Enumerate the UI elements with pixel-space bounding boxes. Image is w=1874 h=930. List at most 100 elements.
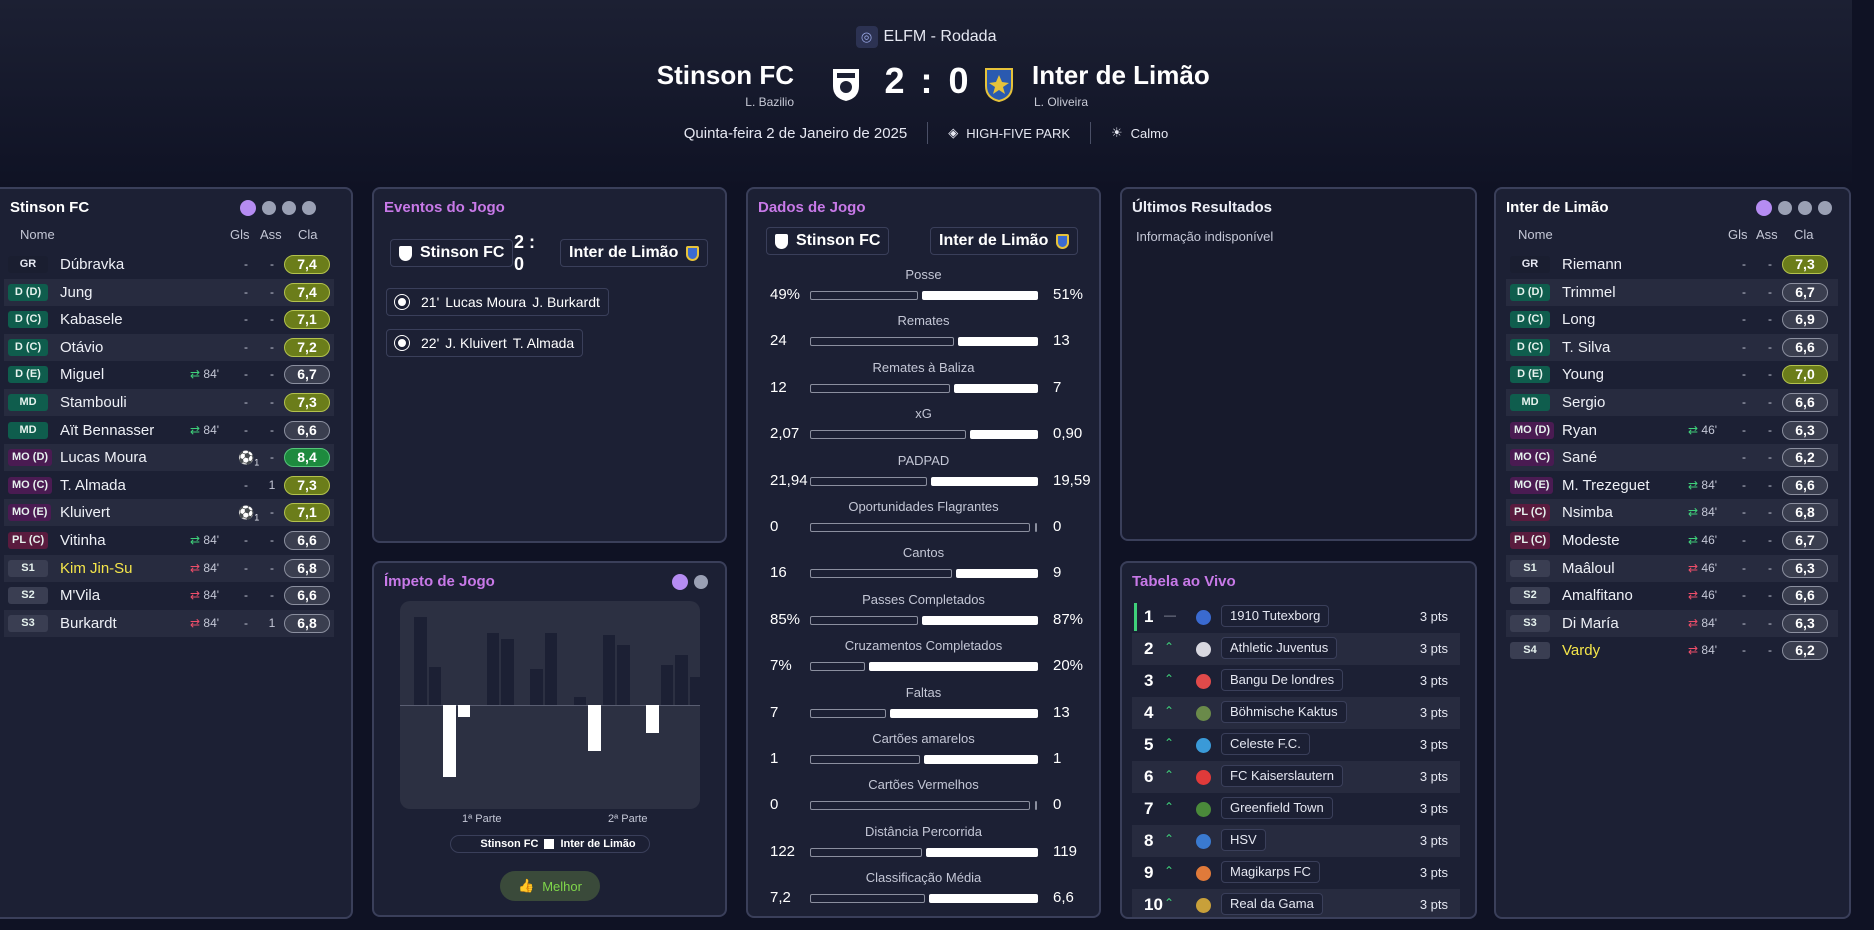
player-name[interactable]: Ryan xyxy=(1562,421,1598,439)
player-name[interactable]: Jung xyxy=(60,283,93,301)
col-header-assists[interactable]: Ass xyxy=(260,227,282,242)
player-name[interactable]: T. Silva xyxy=(1562,338,1611,356)
team-name[interactable]: Athletic Juventus xyxy=(1221,637,1338,659)
player-row[interactable]: MD Stambouli - -7,3 xyxy=(4,389,334,416)
player-row[interactable]: MO (C) Sané - -6,2 xyxy=(1506,444,1838,472)
stats-home-tag[interactable]: Stinson FC xyxy=(766,227,890,255)
player-row[interactable]: PL (C) Nsimba ⇄ 84' - -6,8 xyxy=(1506,499,1838,527)
player-row[interactable]: MD Aït Bennasser ⇄ 84' - -6,6 xyxy=(4,417,334,444)
player-row[interactable]: MO (D) Lucas Moura ⚽1-8,4 xyxy=(4,444,334,472)
table-row[interactable]: 9 ⌃ Magikarps FC 3 pts xyxy=(1132,857,1460,889)
table-row[interactable]: 10 ⌃ Real da Gama 3 pts xyxy=(1132,889,1460,917)
away-team-name[interactable]: Inter de Limão xyxy=(1032,60,1210,90)
pager-dot[interactable] xyxy=(240,200,256,216)
player-row[interactable]: S2 M'Vila ⇄ 84' - -6,6 xyxy=(4,582,334,609)
player-row[interactable]: MD Sergio - -6,6 xyxy=(1506,389,1838,416)
pager-dot[interactable] xyxy=(302,201,316,215)
table-row[interactable]: 6 ⌃ FC Kaiserslautern 3 pts xyxy=(1132,761,1460,793)
player-row[interactable]: PL (C) Vitinha ⇄ 84' - -6,6 xyxy=(4,527,334,554)
player-name[interactable]: T. Almada xyxy=(60,476,126,494)
col-header-rating[interactable]: Cla xyxy=(1794,227,1814,242)
table-row[interactable]: 2 ⌃ Athletic Juventus 3 pts xyxy=(1132,633,1460,665)
player-row[interactable]: MO (C) T. Almada - 1 7,3 xyxy=(4,472,334,499)
team-name[interactable]: Böhmische Kaktus xyxy=(1221,701,1347,723)
team-name[interactable]: Magikarps FC xyxy=(1221,861,1320,883)
player-name[interactable]: Sané xyxy=(1562,449,1598,467)
player-row[interactable]: GR Riemann - -7,3 xyxy=(1506,251,1838,278)
pager-dot[interactable] xyxy=(1798,201,1812,215)
player-name[interactable]: Kabasele xyxy=(60,311,123,329)
player-row[interactable]: D (E) Young - -7,0 xyxy=(1506,361,1838,388)
player-row[interactable]: S3 Burkardt ⇄ 84' - 1 6,8 xyxy=(4,609,334,637)
col-header-name[interactable]: Nome xyxy=(1518,227,1553,242)
col-header-goals[interactable]: Gls xyxy=(230,227,250,242)
competition-label[interactable]: ◎ ELFM - Rodada xyxy=(0,26,1852,48)
player-row[interactable]: D (D) Trimmel - -6,7 xyxy=(1506,278,1838,306)
player-row[interactable]: D (C) Kabasele - -7,1 xyxy=(4,306,334,333)
player-row[interactable]: D (E) Miguel ⇄ 84' - -6,7 xyxy=(4,361,334,388)
player-name[interactable]: Young xyxy=(1562,366,1604,384)
like-button[interactable]: 👍 Melhor xyxy=(500,871,600,901)
team-name[interactable]: FC Kaiserslautern xyxy=(1221,765,1344,787)
player-name[interactable]: Trimmel xyxy=(1562,283,1616,301)
player-row[interactable]: D (D) Jung - -7,4 xyxy=(4,278,334,306)
pager-dot[interactable] xyxy=(262,201,276,215)
col-header-name[interactable]: Nome xyxy=(20,227,55,242)
player-row[interactable]: MO (D) Ryan ⇄ 46' - -6,3 xyxy=(1506,417,1838,444)
home-team-name[interactable]: Stinson FC xyxy=(656,60,794,90)
table-row[interactable]: 3 ⌃ Bangu De londres 3 pts xyxy=(1132,665,1460,697)
player-row[interactable]: PL (C) Modeste ⇄ 46' - -6,7 xyxy=(1506,527,1838,554)
table-row[interactable]: 7 ⌃ Greenfield Town 3 pts xyxy=(1132,793,1460,825)
player-row[interactable]: S1 Kim Jin-Su ⇄ 84' - -6,8 xyxy=(4,554,334,582)
pager-dot[interactable] xyxy=(1818,201,1832,215)
player-row[interactable]: GR Dúbravka - -7,4 xyxy=(4,251,334,278)
col-header-goals[interactable]: Gls xyxy=(1728,227,1748,242)
table-row[interactable]: 5 ⌃ Celeste F.C. 3 pts xyxy=(1132,729,1460,761)
player-name[interactable]: Amalfitano xyxy=(1562,587,1633,605)
pager-dot[interactable] xyxy=(672,574,688,590)
player-row[interactable]: D (C) Otávio - -7,2 xyxy=(4,333,334,361)
table-row[interactable]: 4 ⌃ Böhmische Kaktus 3 pts xyxy=(1132,697,1460,729)
event-item[interactable]: 21' Lucas Moura J. Burkardt xyxy=(386,288,609,316)
player-name[interactable]: Maâloul xyxy=(1562,559,1615,577)
player-name[interactable]: Vitinha xyxy=(60,532,106,549)
player-name[interactable]: Miguel xyxy=(60,366,105,384)
player-name[interactable]: Long xyxy=(1562,311,1596,329)
team-name[interactable]: Greenfield Town xyxy=(1221,797,1333,819)
player-name[interactable]: M. Trezeguet xyxy=(1562,476,1650,494)
player-row[interactable]: D (C) T. Silva - -6,6 xyxy=(1506,333,1838,361)
table-row[interactable]: 8 ⌃ HSV 3 pts xyxy=(1132,825,1460,857)
player-row[interactable]: MO (E) M. Trezeguet ⇄ 84' - -6,6 xyxy=(1506,472,1838,499)
player-row[interactable]: D (C) Long - -6,9 xyxy=(1506,306,1838,333)
player-name[interactable]: Burkardt xyxy=(60,614,117,632)
player-name[interactable]: Otávio xyxy=(60,338,104,356)
player-row[interactable]: S2 Amalfitano ⇄ 46' - -6,6 xyxy=(1506,582,1838,609)
player-name[interactable]: Aït Bennasser xyxy=(60,421,155,439)
team-name[interactable]: 1910 Tutexborg xyxy=(1221,605,1330,627)
player-row[interactable]: S3 Di María ⇄ 84' - -6,3 xyxy=(1506,609,1838,637)
player-name[interactable]: Kluivert xyxy=(60,504,111,522)
player-row[interactable]: S4 Vardy ⇄ 84' - -6,2 xyxy=(1506,637,1838,664)
player-row[interactable]: S1 Maâloul ⇄ 46' - -6,3 xyxy=(1506,554,1838,582)
pager-dot[interactable] xyxy=(282,201,296,215)
pager-dot[interactable] xyxy=(694,575,708,589)
player-name[interactable]: Riemann xyxy=(1562,256,1623,273)
team-name[interactable]: Real da Gama xyxy=(1221,893,1323,915)
player-name[interactable]: Stambouli xyxy=(60,394,127,411)
team-name[interactable]: Celeste F.C. xyxy=(1221,733,1310,755)
player-name[interactable]: Nsimba xyxy=(1562,504,1613,522)
event-item[interactable]: 22' J. Kluivert T. Almada xyxy=(386,329,584,357)
player-name[interactable]: Sergio xyxy=(1562,394,1606,411)
table-row[interactable]: 1 — 1910 Tutexborg 3 pts xyxy=(1132,601,1460,633)
player-row[interactable]: MO (E) Kluivert ⚽1-7,1 xyxy=(4,499,334,527)
player-name[interactable]: Di María xyxy=(1562,614,1619,632)
pager-dot[interactable] xyxy=(1778,201,1792,215)
stadium-name[interactable]: HIGH-FIVE PARK xyxy=(966,125,1071,141)
player-name[interactable]: Dúbravka xyxy=(60,256,125,273)
events-away-tag[interactable]: Inter de Limão xyxy=(560,239,709,267)
player-name[interactable]: Kim Jin-Su xyxy=(60,559,133,577)
player-name[interactable]: Lucas Moura xyxy=(60,449,147,467)
player-name[interactable]: Vardy xyxy=(1562,642,1601,660)
player-name[interactable]: M'Vila xyxy=(60,587,101,605)
player-name[interactable]: Modeste xyxy=(1562,532,1620,549)
